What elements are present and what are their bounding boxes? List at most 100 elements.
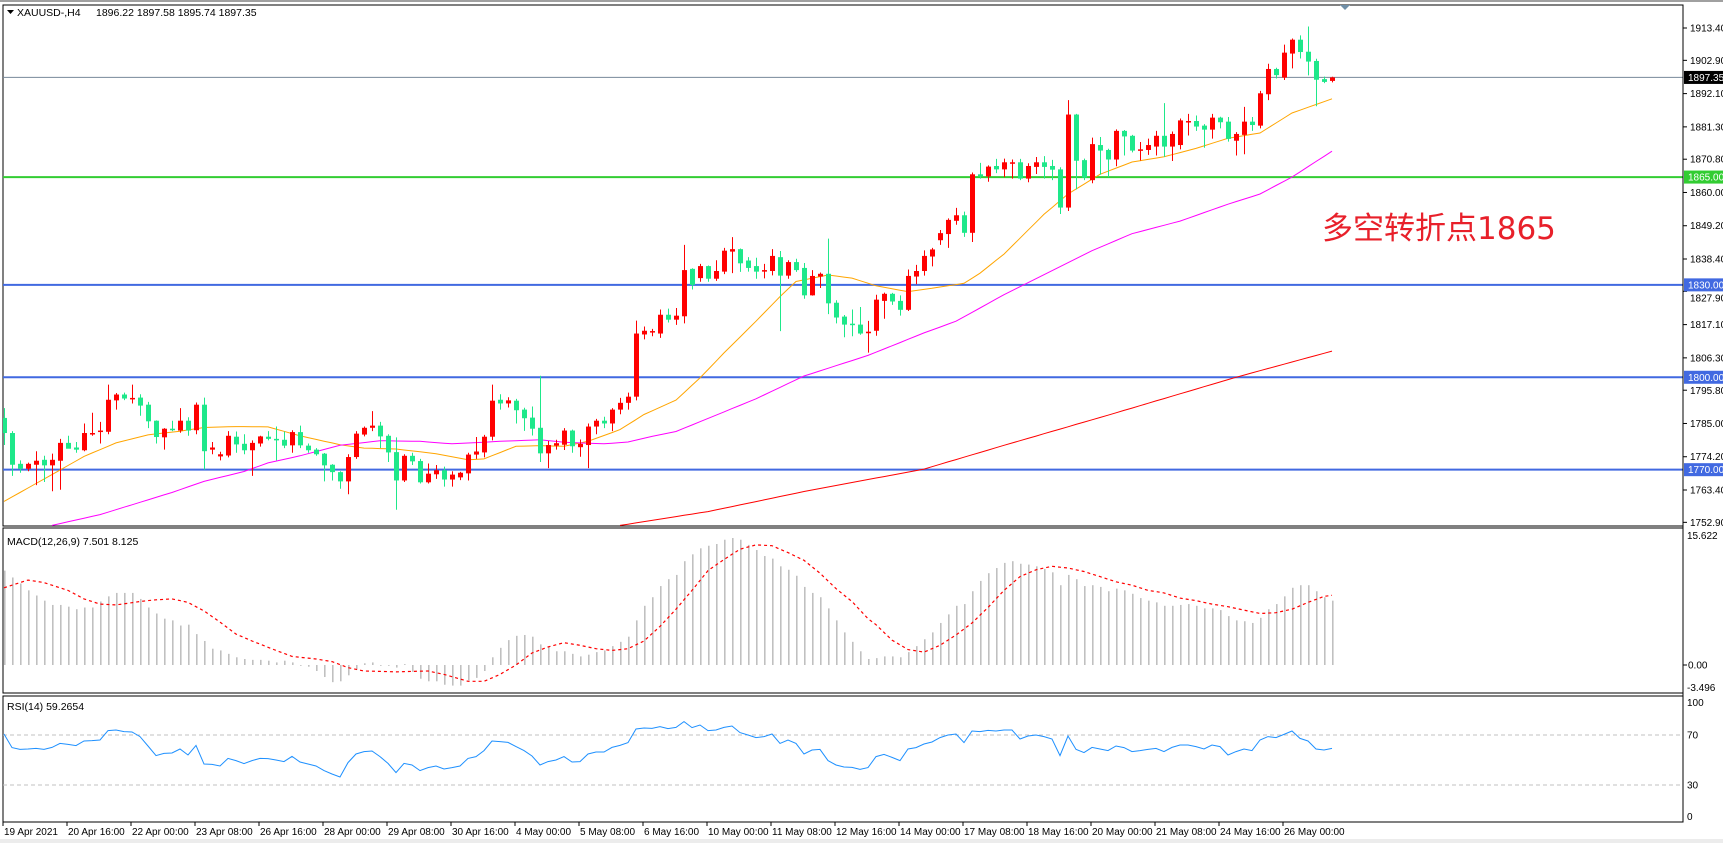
time-tick-label: 20 Apr 16:00 [68,827,125,838]
macd-histogram-bar [84,607,86,665]
rsi-pane[interactable]: RSI(14) 59.2654 [2,695,1684,823]
macd-histogram-bar [1172,605,1174,665]
macd-histogram-bar [380,665,382,666]
candle-body [730,249,735,252]
candle-body [538,427,543,454]
candle [298,425,303,449]
main-price-pane[interactable]: XAUUSD-,H4 1896.22 1897.58 1895.74 1897.… [2,4,1684,527]
candle [1306,26,1311,76]
current-price-label: 1897.35 [1688,73,1723,84]
candle-body [258,436,263,444]
time-tick-label: 30 Apr 16:00 [452,827,509,838]
candle-body [490,400,495,437]
macd-histogram-bar [228,653,230,665]
time-axis[interactable]: 19 Apr 2021 20 Apr 16:00 22 Apr 00:00 23 Ap… [2,822,1345,838]
candle-body [658,314,663,334]
macd-histogram-bar [868,658,870,665]
candle-body [3,417,7,434]
macd-histogram-bar [996,568,998,665]
macd-histogram-bar [1012,561,1014,665]
candle [370,411,375,432]
candle-body [1042,162,1047,167]
macd-histogram-bar [668,579,670,665]
candle-body [1162,135,1167,147]
ohlc-readout: 1896.22 1897.58 1895.74 1897.35 [96,7,257,19]
macd-histogram-bar [1004,562,1006,665]
symbol-timeframe: XAUUSD-,H4 [17,7,81,19]
time-tick-label: 29 Apr 08:00 [388,827,445,838]
macd-pane[interactable]: MACD(12,26,9) 7.501 8.125 [2,527,1684,694]
chart-header: XAUUSD-,H4 1896.22 1897.58 1895.74 1897.… [7,7,257,19]
candle [914,264,919,285]
candle-body [562,430,567,445]
candle [1074,113,1079,190]
candle [1186,113,1191,136]
macd-histogram-bar [1204,608,1206,665]
macd-histogram-bar [12,577,14,665]
time-tick-label: 22 Apr 00:00 [132,827,189,838]
macd-histogram-bar [572,653,574,665]
macd-histogram-bar [252,659,254,665]
moving-averages [3,98,1333,526]
candle [986,165,991,182]
candle-body [674,315,679,320]
candle-body [770,255,775,272]
time-tick-label: 20 May 00:00 [1092,827,1153,838]
price-axis[interactable]: 1913.40 1902.90 1892.10 1881.30 1870.80 1860.… [1683,24,1723,824]
candle-body [82,433,87,451]
candle-body [586,426,591,446]
candle [242,434,247,455]
candle-body [610,409,615,424]
moving-average-ma_slow [619,350,1333,526]
price-tick-label: 1870.80 [1690,155,1723,166]
candle-body [1282,52,1287,78]
candle-body [90,433,95,435]
candle-body [298,432,303,446]
macd-histogram-bar [588,654,590,665]
candle [890,292,895,305]
candle-body [962,215,967,233]
candle-body [738,249,743,264]
candle [674,307,679,325]
macd-histogram-bar [4,570,6,665]
candle [746,257,751,272]
candle [994,158,999,174]
time-tick-label: 12 May 16:00 [836,827,897,838]
candle-body [330,464,335,473]
candle-body [178,420,183,431]
candle-body [1274,68,1279,76]
macd-histogram-bar [828,608,830,665]
candle [554,439,559,450]
candle-body [42,459,47,466]
candle [1146,138,1151,155]
candle [354,431,359,459]
candle-body [1034,162,1039,167]
time-tick-label: 28 Apr 00:00 [324,827,381,838]
triangle-down-icon[interactable] [7,10,14,14]
candle [330,464,335,481]
candle-body [898,300,903,310]
macd-histogram-bar [1324,597,1326,665]
candle-body [882,293,887,301]
candle-body [106,399,111,432]
candle-body [522,409,527,419]
candle-body [226,435,231,456]
candle [1266,63,1271,101]
macd-histogram-bar [316,665,318,672]
candle [706,265,711,282]
macd-histogram-bar [372,662,374,665]
macd-histogram-bar [708,545,710,665]
pivot-annotation[interactable]: 多空转折点1865 [1322,211,1556,247]
macd-histogram-bar [108,596,110,665]
macd-histogram-bar [436,665,438,682]
macd-histogram-bar [1284,596,1286,665]
price-tick-label: 1913.40 [1690,24,1723,35]
candle [10,431,15,476]
chart-shift-marker-icon[interactable] [1340,5,1350,10]
candle [474,437,479,459]
candle-body [466,454,471,474]
candle [642,326,647,340]
candle-body [834,302,839,318]
candle [970,172,975,243]
